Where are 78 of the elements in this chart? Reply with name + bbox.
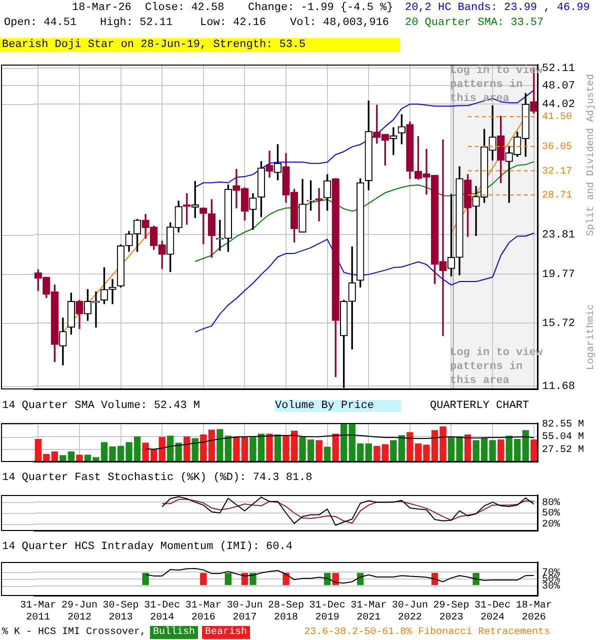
text: Logarithmic [585, 304, 598, 370]
chart-title: 14 Quarter SMA Volume: 52.43 M [2, 400, 200, 412]
y-tick-label: 80% [542, 498, 560, 509]
text: 20 Quarter SMA: 33.57 [405, 17, 544, 29]
text: 18-Mar-26 [72, 2, 132, 14]
ref-line-label: 41.50 [542, 112, 572, 124]
y-tick-label: 20% [542, 519, 560, 530]
legend-title: % K - HCS IMI Crossover, [2, 626, 146, 639]
ref-line-label: 32.17 [542, 166, 572, 178]
chart-title: 14 Quarter HCS Intraday Momentum (IMI): 60.4 [2, 541, 292, 553]
x-tick-label: 29-Jun 2012 [61, 600, 98, 624]
text: Split and Dividend Adjusted [585, 74, 598, 236]
text: Change: -1.99 {-4.5 %} [248, 2, 394, 14]
bar [208, 430, 215, 462]
y-tick-label: 48.07 [542, 80, 576, 92]
bar [266, 434, 273, 462]
candlestick [315, 188, 323, 222]
y-tick-label: 23.81 [542, 230, 576, 242]
bar [332, 434, 339, 462]
text: Open: 44.51 [4, 17, 77, 29]
text: Close: 42.58 [145, 2, 224, 14]
x-tick-label: 31-Mar 2016 [185, 600, 222, 624]
ref-line-label: 28.71 [542, 190, 572, 202]
bar [340, 424, 348, 462]
bar [316, 440, 322, 462]
bar [184, 436, 190, 462]
x-tick-label: 31-Dec 2014 [144, 600, 180, 624]
y-tick-label: 19.77 [542, 269, 576, 282]
y-tick-label: 27.52 M [542, 444, 584, 456]
x-tick-label: 29-Sep 2023 [433, 600, 470, 624]
x-tick-label: 31-Mar 2021 [350, 600, 387, 624]
y-tick-label: 50% [542, 508, 560, 520]
bar [497, 439, 504, 462]
x-tick-label: 18-Mar 2026 [516, 600, 552, 624]
bar [216, 429, 224, 462]
bar [530, 439, 538, 462]
y-tick-label: 44.02 [542, 98, 576, 111]
text: High: 52.11 [100, 17, 173, 29]
bar [522, 430, 529, 462]
y-tick-label: 82.55 M [542, 419, 584, 430]
bar [274, 434, 282, 462]
bar [398, 435, 405, 462]
chart-title: 14 Quarter Fast Stochastic (%K) (%D): 74.3 81.8 [2, 472, 312, 484]
bar [200, 434, 207, 462]
text: Volume By Price [275, 400, 401, 412]
x-tick-label: 30-Jun 2017 [226, 600, 263, 624]
bar [464, 434, 472, 462]
text: 20,2 HC Bands: 23.99 , 46.99 [405, 2, 590, 14]
candlestick [266, 150, 274, 178]
x-tick-label: 31-Mar 2011 [20, 600, 56, 624]
bar [192, 438, 198, 462]
x-tick-label: 28-Sep 2018 [268, 600, 304, 624]
y-tick-label: 11.68 [542, 381, 576, 394]
text: Bearish [202, 626, 250, 639]
bar [382, 444, 388, 462]
y-tick-label: 30% [542, 581, 560, 592]
x-tick-label: 30-Sep 2013 [102, 600, 139, 624]
bar [390, 440, 397, 462]
text: Bearish Doji Star on 28-Jun-19, Strength: 53.5 [0, 38, 400, 52]
text: Low: 42.16 [200, 17, 266, 29]
y-tick-label: 55.04 M [542, 432, 584, 444]
ref-line-label: 36.05 [542, 142, 572, 154]
bar [167, 436, 174, 462]
text: Bullish [150, 626, 198, 639]
y-tick-label: 15.72 [542, 318, 576, 330]
bar [76, 454, 83, 462]
x-tick-label: 30-Jun 2022 [392, 600, 428, 624]
bar [374, 446, 380, 462]
candlestick [108, 279, 116, 304]
bar [324, 446, 331, 462]
bar [224, 436, 232, 462]
bar [365, 443, 372, 462]
text: Vol: 48,003,916 [290, 17, 390, 29]
text: 23.6-38.2-50-61.8% Fibonacci Retracements [304, 626, 550, 639]
x-tick-label: 31-Dec 2024 [474, 600, 511, 624]
y-tick-label: 52.11 [542, 63, 576, 76]
text: QUARTERLY CHART [430, 400, 530, 412]
x-tick-label: 31-Dec 2019 [309, 600, 346, 624]
